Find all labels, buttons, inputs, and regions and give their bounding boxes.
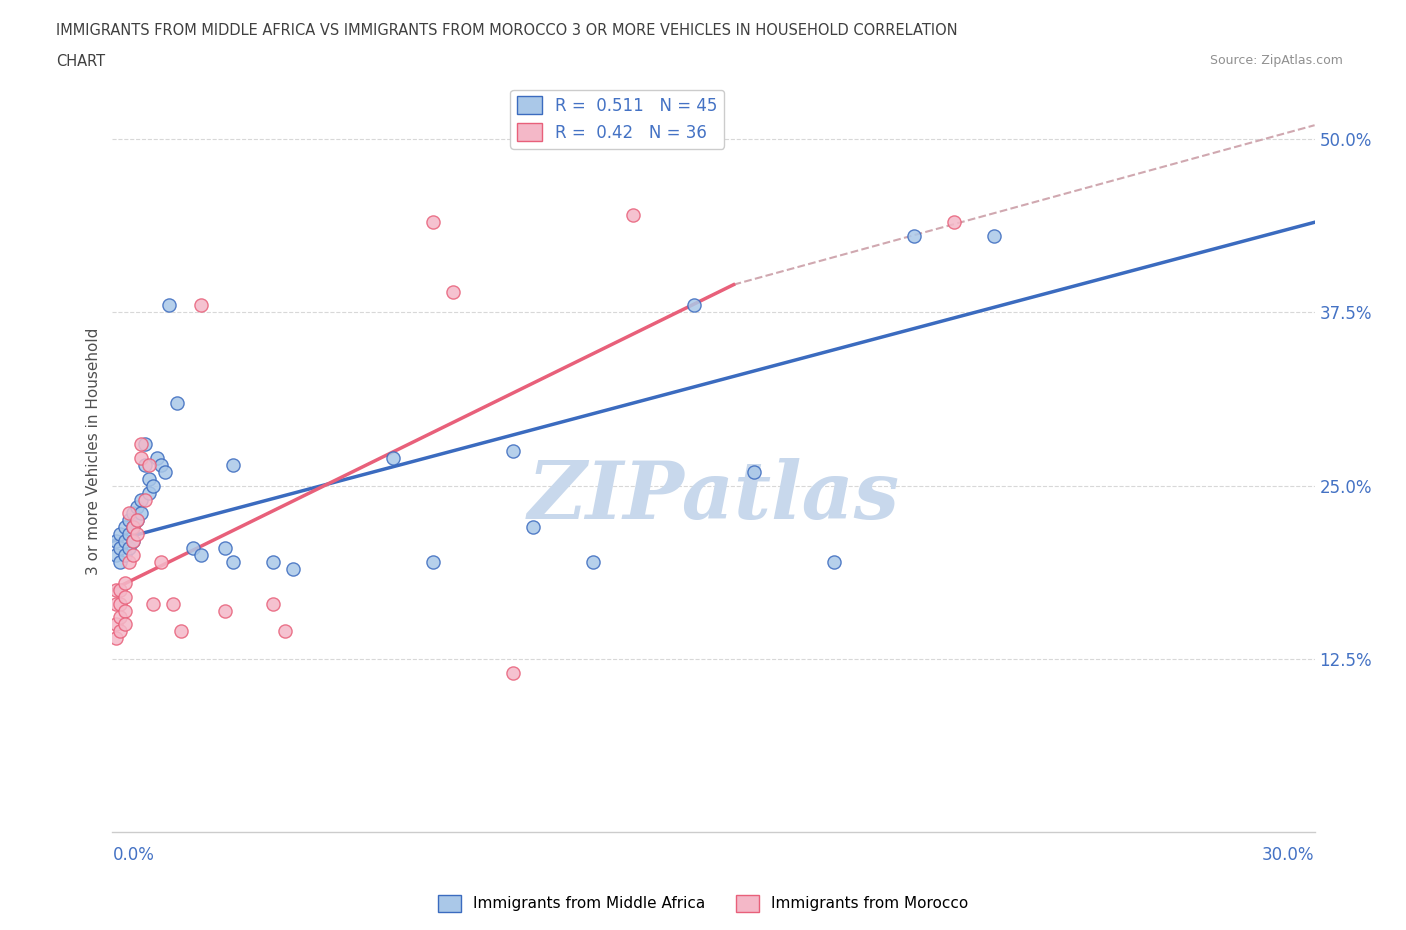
Point	[129, 506, 152, 521]
Point	[141, 478, 165, 493]
Point	[190, 548, 212, 563]
Point	[114, 548, 136, 563]
Point	[129, 450, 152, 465]
Point	[121, 506, 143, 521]
Point	[121, 520, 143, 535]
Point	[149, 458, 172, 472]
Point	[138, 485, 160, 500]
Point	[222, 554, 245, 569]
Point	[105, 631, 128, 645]
Point	[114, 576, 136, 591]
Point	[181, 540, 204, 555]
Point	[105, 596, 128, 611]
Point	[110, 610, 132, 625]
Point	[125, 513, 148, 528]
Point	[110, 540, 132, 555]
Legend: Immigrants from Middle Africa, Immigrants from Morocco: Immigrants from Middle Africa, Immigrant…	[432, 889, 974, 918]
Point	[422, 554, 444, 569]
Point	[125, 513, 148, 528]
Point	[153, 464, 176, 479]
Point	[157, 298, 180, 312]
Point	[121, 520, 143, 535]
Y-axis label: 3 or more Vehicles in Household: 3 or more Vehicles in Household	[86, 327, 101, 575]
Point	[623, 208, 645, 223]
Point	[105, 582, 128, 597]
Point	[382, 450, 405, 465]
Text: ZIPatlas: ZIPatlas	[527, 458, 900, 536]
Point	[262, 554, 284, 569]
Point	[114, 617, 136, 631]
Point	[121, 548, 143, 563]
Point	[502, 666, 524, 681]
Text: 30.0%: 30.0%	[1263, 846, 1315, 864]
Point	[190, 298, 212, 312]
Point	[117, 506, 139, 521]
Point	[134, 458, 156, 472]
Point	[110, 526, 132, 541]
Point	[129, 437, 152, 452]
Point	[169, 624, 191, 639]
Point	[114, 590, 136, 604]
Point	[214, 603, 236, 618]
Point	[105, 534, 128, 549]
Point	[742, 464, 765, 479]
Point	[149, 554, 172, 569]
Point	[943, 215, 966, 230]
Point	[138, 458, 160, 472]
Point	[222, 458, 245, 472]
Point	[110, 596, 132, 611]
Point	[162, 596, 184, 611]
Point	[262, 596, 284, 611]
Point	[422, 215, 444, 230]
Point	[281, 562, 304, 577]
Point	[138, 472, 160, 486]
Point	[117, 540, 139, 555]
Point	[110, 554, 132, 569]
Point	[121, 534, 143, 549]
Point	[114, 603, 136, 618]
Point	[502, 444, 524, 458]
Point	[682, 298, 704, 312]
Point	[522, 520, 544, 535]
Point	[125, 526, 148, 541]
Legend: R =  0.511   N = 45, R =  0.42   N = 36: R = 0.511 N = 45, R = 0.42 N = 36	[510, 89, 724, 149]
Point	[114, 520, 136, 535]
Point	[117, 513, 139, 528]
Point	[117, 526, 139, 541]
Point	[141, 596, 165, 611]
Point	[110, 582, 132, 597]
Point	[117, 554, 139, 569]
Text: CHART: CHART	[56, 54, 105, 69]
Point	[983, 229, 1005, 244]
Point	[114, 534, 136, 549]
Point	[823, 554, 845, 569]
Point	[105, 548, 128, 563]
Point	[441, 285, 464, 299]
Point	[582, 554, 605, 569]
Point	[110, 624, 132, 639]
Text: 0.0%: 0.0%	[112, 846, 155, 864]
Point	[214, 540, 236, 555]
Point	[134, 437, 156, 452]
Point	[166, 395, 188, 410]
Text: IMMIGRANTS FROM MIDDLE AFRICA VS IMMIGRANTS FROM MOROCCO 3 OR MORE VEHICLES IN H: IMMIGRANTS FROM MIDDLE AFRICA VS IMMIGRA…	[56, 23, 957, 38]
Text: Source: ZipAtlas.com: Source: ZipAtlas.com	[1209, 54, 1343, 67]
Point	[145, 450, 167, 465]
Point	[105, 617, 128, 631]
Point	[134, 492, 156, 507]
Point	[903, 229, 925, 244]
Point	[125, 499, 148, 514]
Point	[274, 624, 297, 639]
Point	[121, 534, 143, 549]
Point	[129, 492, 152, 507]
